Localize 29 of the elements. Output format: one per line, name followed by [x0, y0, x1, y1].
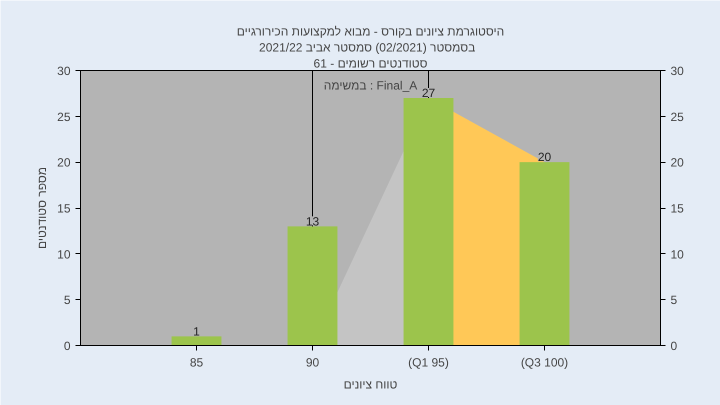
- y2-tick-label: 5: [670, 293, 678, 308]
- x-tick-label: 90: [306, 356, 320, 370]
- y-tick-label: 30: [57, 64, 71, 78]
- y2-tick-label: 20: [670, 156, 684, 170]
- y2-tick-label: 25: [670, 110, 684, 124]
- x-tick-label: (Q1 95): [408, 356, 449, 370]
- annotation: במשימה : Final_A: [324, 78, 418, 92]
- y2-tick-label: 10: [670, 247, 684, 262]
- y-tick-label: 0: [64, 339, 71, 353]
- bar: [172, 336, 222, 346]
- chart-subtitle: בסמסטר (02/2021) סמסטר אביב 2021/22: [259, 40, 476, 54]
- y-tick-label: 5: [64, 293, 71, 308]
- y-tick-label: 10: [57, 247, 71, 262]
- y2-tick-label: 0: [670, 339, 678, 353]
- y-axis-title: מספר סטודנטים: [35, 166, 50, 250]
- y-tick-label: 25: [57, 110, 71, 124]
- y2-tick-label: 15: [670, 202, 684, 216]
- data-label: 27: [422, 86, 436, 100]
- y-tick-label: 15: [57, 202, 71, 216]
- x-tick-label: 85: [190, 356, 204, 370]
- y-tick-label: 20: [57, 156, 71, 170]
- chart-title: היסטוגרמת ציונים בקורס - מבוא למקצועות הכירורגיים: [236, 24, 504, 38]
- y2-tick-label: 30: [670, 64, 684, 78]
- x-axis-title: טווח ציונים: [344, 378, 398, 392]
- text: סטודנטים רשומים - 61: [314, 56, 428, 70]
- x-tick-label: (Q3 100): [520, 356, 568, 370]
- data-label: 1: [193, 324, 200, 338]
- data-label: 13: [306, 214, 320, 228]
- data-label: 20: [538, 150, 552, 164]
